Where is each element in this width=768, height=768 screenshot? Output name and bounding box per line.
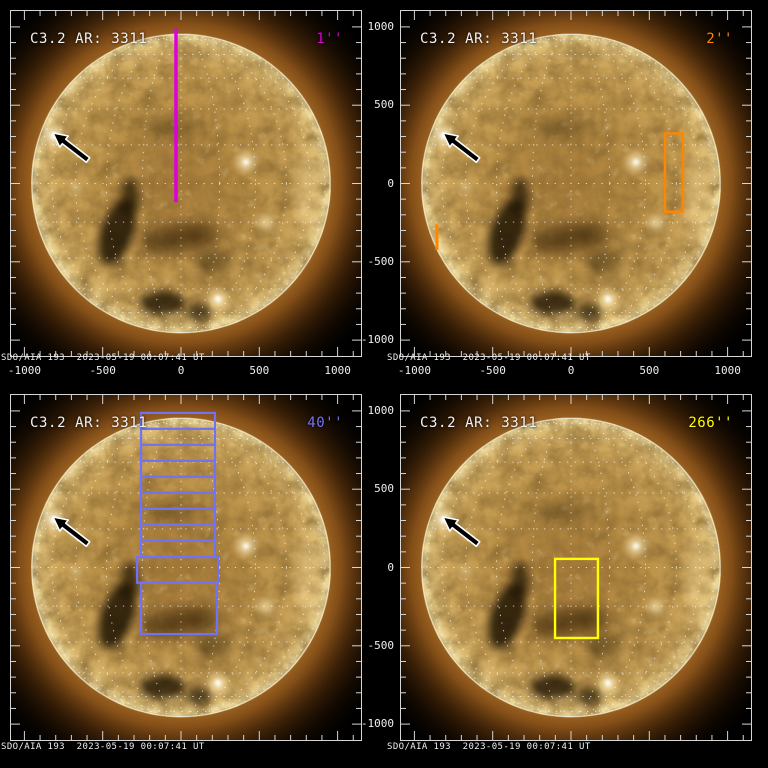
- panel-title: C3.2 AR: 3311: [30, 31, 148, 47]
- slit-width-label: 40'': [307, 415, 343, 431]
- axis-frame: [400, 394, 752, 741]
- y-tick-label: -1000: [360, 333, 394, 347]
- panel-title: C3.2 AR: 3311: [420, 415, 538, 431]
- sun-plot: [10, 394, 362, 741]
- sun-plot: [400, 10, 752, 357]
- slit-width-label: 2'': [706, 31, 733, 47]
- y-tick-label: -500: [367, 638, 395, 652]
- slit-overlay: [553, 557, 600, 640]
- axis-frame: [400, 10, 752, 357]
- slit-rect: [553, 557, 600, 640]
- axis-frame: [10, 394, 362, 741]
- y-tick-label: 1000: [367, 403, 395, 417]
- x-tick-label: -500: [89, 364, 116, 377]
- slit-width-label: 266'': [688, 415, 733, 431]
- y-tick-label: -1000: [360, 717, 394, 731]
- panel-title: C3.2 AR: 3311: [420, 31, 538, 47]
- x-tick-label: -500: [479, 364, 506, 377]
- slit-width-label: 1'': [316, 31, 343, 47]
- axis-ticks: [401, 11, 751, 356]
- y-tick-label: 500: [374, 98, 394, 112]
- y-tick-label: 0: [387, 176, 394, 190]
- sun-image: [400, 10, 752, 357]
- y-tick-label: 1000: [367, 19, 395, 33]
- instrument-timestamp-caption: SDO/AIA 193 2023-05-19 00:07:41 UT: [387, 742, 591, 752]
- instrument-timestamp-caption: SDO/AIA 193 2023-05-19 00:07:41 UT: [1, 742, 205, 752]
- sun-plot: [400, 394, 752, 741]
- x-tick-label: 500: [249, 364, 270, 377]
- axis-frame: [10, 10, 362, 357]
- x-tick-label: 1000: [714, 364, 741, 377]
- x-tick-label: 1000: [324, 364, 351, 377]
- x-tick-label: -1000: [7, 364, 41, 377]
- panel-slit-1: C3.2 AR: 3311 1'' SDO/AIA 193 2023-05-19…: [1, 10, 362, 377]
- y-tick-label: 500: [374, 482, 394, 496]
- panel-slit-40: C3.2 AR: 3311 40'' SDO/AIA 193 2023-05-1…: [1, 394, 362, 752]
- slit-overlay: [435, 132, 685, 251]
- x-tick-label: 0: [177, 364, 185, 377]
- slit-rect: [663, 132, 685, 213]
- sun-image: [10, 10, 362, 357]
- slit-rect: [139, 581, 219, 636]
- sun-image: [10, 394, 362, 741]
- instrument-timestamp-caption: SDO/AIA 193 2023-05-19 00:07:41 UT: [1, 353, 205, 363]
- x-tick-label: 0: [567, 364, 575, 377]
- y-tick-label: -500: [367, 254, 395, 268]
- panel-slit-2: C3.2 AR: 3311 2'' SDO/AIA 193 2023-05-19…: [361, 10, 752, 377]
- y-tick-label: 0: [387, 560, 394, 574]
- x-tick-label: 500: [639, 364, 660, 377]
- x-tick-label: -1000: [397, 364, 431, 377]
- axis-ticks: [11, 395, 361, 740]
- slit-overlay: [136, 411, 220, 636]
- sun-image: [400, 394, 752, 741]
- instrument-timestamp-caption: SDO/AIA 193 2023-05-19 00:07:41 UT: [387, 353, 591, 363]
- panel-slit-266: C3.2 AR: 3311 266'' SDO/AIA 193 2023-05-…: [361, 394, 752, 752]
- axis-ticks: [11, 11, 361, 356]
- axis-ticks: [401, 395, 751, 740]
- panel-title: C3.2 AR: 3311: [30, 415, 148, 431]
- sun-plot: [10, 10, 362, 357]
